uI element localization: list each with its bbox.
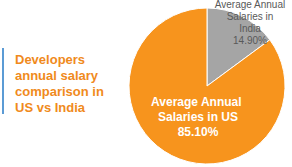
svg-text:India: India — [239, 23, 261, 34]
svg-text:Salaries in: Salaries in — [224, 11, 276, 22]
svg-text:Average Annual: Average Annual — [151, 95, 245, 109]
svg-text:annual salary: annual salary — [15, 68, 102, 83]
svg-text:85.10%: 85.10% — [178, 125, 219, 139]
svg-text:Salaries in US: Salaries in US — [158, 110, 238, 124]
svg-text:Average Annual: Average Annual — [215, 0, 285, 10]
svg-text:US vs India: US vs India — [15, 100, 86, 115]
svg-text:Developers: Developers — [15, 52, 89, 67]
svg-text:14.90%: 14.90% — [233, 35, 267, 46]
svg-text:comparison in: comparison in — [15, 84, 107, 99]
